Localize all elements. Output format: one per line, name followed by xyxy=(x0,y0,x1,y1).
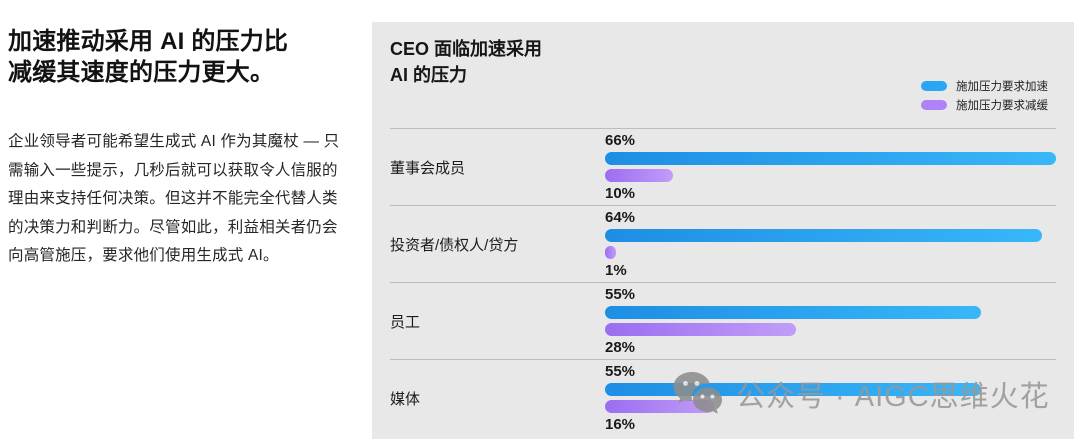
bar-accelerate xyxy=(605,229,1043,242)
bar-accelerate xyxy=(605,383,981,396)
category-label: 员工 xyxy=(390,313,421,331)
value-label-decelerate: 16% xyxy=(605,416,636,433)
value-label-decelerate: 28% xyxy=(605,339,636,356)
category-label: 媒体 xyxy=(390,390,421,408)
legend-item-decelerate: 施加压力要求减缓 xyxy=(921,97,1048,113)
bar-accelerate xyxy=(605,306,981,319)
value-label-accelerate: 66% xyxy=(605,132,636,149)
chart-legend: 施加压力要求加速 施加压力要求减缓 xyxy=(921,78,1048,113)
chart-header: CEO 面临加速采用 AI 的压力 施加压力要求加速 施加压力要求减缓 xyxy=(390,22,1056,128)
bar-group: 66% 10% xyxy=(605,132,1056,202)
legend-label-accelerate: 施加压力要求加速 xyxy=(956,81,1048,93)
chart-row: 董事会成员 66% 10% xyxy=(390,128,1056,205)
value-label-accelerate: 55% xyxy=(605,363,636,380)
value-label-accelerate: 55% xyxy=(605,286,636,303)
legend-swatch-decelerate-icon xyxy=(921,100,947,110)
bar-decelerate xyxy=(605,246,616,259)
legend-swatch-accelerate-icon xyxy=(921,81,947,91)
chart-title: CEO 面临加速采用 AI 的压力 xyxy=(390,39,543,85)
legend-label-decelerate: 施加压力要求减缓 xyxy=(956,100,1048,112)
intro-panel: 加速推动采用 AI 的压力比 减缓其速度的压力更大。 企业领导者可能希望生成式 … xyxy=(8,26,346,271)
bar-group: 55% 16% xyxy=(605,363,1056,433)
category-label: 投资者/债权人/贷方 xyxy=(390,236,519,254)
chart-row: 投资者/债权人/贷方 64% 1% xyxy=(390,205,1056,282)
value-label-decelerate: 1% xyxy=(605,262,627,279)
legend-item-accelerate: 施加压力要求加速 xyxy=(921,78,1048,94)
page-title: 加速推动采用 AI 的压力比 减缓其速度的压力更大。 xyxy=(8,28,289,86)
bar-decelerate xyxy=(605,323,797,336)
bar-chart: 董事会成员 66% 10% 投资者/债权人/贷方 64% 1% 员工 55% 28% 媒体 55% 1… xyxy=(390,128,1056,436)
bar-decelerate xyxy=(605,169,674,182)
intro-paragraph: 企业领导者可能希望生成式 AI 作为其魔杖 — 只需输入一些提示，几秒后就可以获… xyxy=(8,133,340,264)
chart-row: 员工 55% 28% xyxy=(390,282,1056,359)
bar-group: 64% 1% xyxy=(605,209,1056,279)
category-label: 董事会成员 xyxy=(390,159,466,177)
bar-group: 55% 28% xyxy=(605,286,1056,356)
bar-accelerate xyxy=(605,152,1056,165)
chart-panel: CEO 面临加速采用 AI 的压力 施加压力要求加速 施加压力要求减缓 董事会成… xyxy=(372,22,1074,439)
chart-row: 媒体 55% 16% xyxy=(390,359,1056,436)
value-label-decelerate: 10% xyxy=(605,185,636,202)
value-label-accelerate: 64% xyxy=(605,209,636,226)
bar-decelerate xyxy=(605,400,715,413)
